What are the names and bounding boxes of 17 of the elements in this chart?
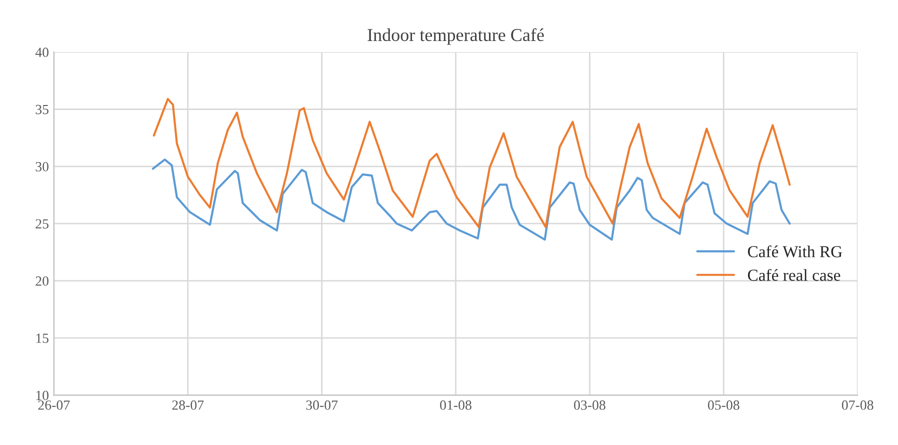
x-tick-label: 26-07	[38, 400, 70, 410]
y-tick-label: 20	[36, 276, 48, 286]
x-tick-label: 05-08	[708, 400, 740, 410]
legend-label: Café real case	[748, 268, 840, 281]
x-tick-label: 03-08	[574, 400, 606, 410]
y-tick-label: 15	[36, 334, 48, 343]
x-tick-label: 28-07	[172, 400, 204, 410]
chart-title: Indoor temperature Café	[368, 28, 544, 45]
y-tick-label: 25	[36, 219, 48, 229]
x-tick-label: 01-08	[440, 400, 472, 410]
y-tick-label: 10	[36, 390, 48, 400]
x-tick-label: 30-07	[306, 400, 338, 410]
x-tick-label: 07-08	[842, 400, 874, 410]
legend-label: Café With RG	[748, 245, 842, 258]
y-tick-label: 35	[36, 104, 48, 114]
y-tick-label: 40	[35, 48, 48, 58]
y-tick-label: 30	[36, 162, 48, 172]
